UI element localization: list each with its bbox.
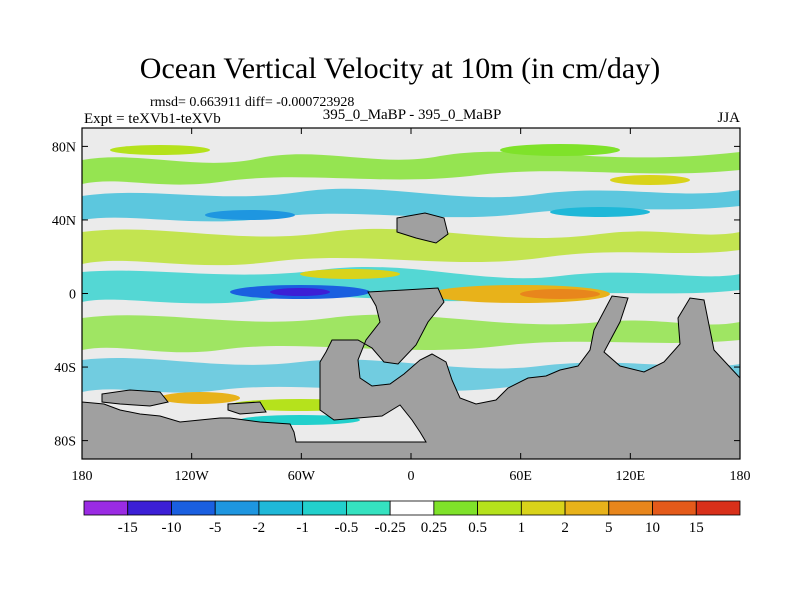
x-tick-label-6: 180	[730, 469, 751, 484]
land-south-west	[101, 389, 169, 407]
colorbar-label-7: 0.25	[421, 520, 447, 536]
colorbar-label-11: 5	[605, 520, 613, 536]
colorbar-swatch-12	[608, 500, 653, 516]
colorbar-label-12: 10	[645, 520, 660, 536]
colorbar-swatch-11	[564, 500, 610, 516]
colorbar-label-3: -2	[253, 520, 266, 536]
colorbar-label-13: 15	[689, 520, 704, 536]
colorbar-label-6: -0.25	[375, 520, 406, 536]
colorbar-label-2: -5	[209, 520, 222, 536]
colorbar-label-4: -1	[296, 520, 309, 536]
stats-line: rmsd= 0.663911 diff= -0.000723928	[150, 95, 355, 110]
colorbar-swatch-8	[433, 500, 479, 516]
colorbar-swatch-4	[258, 500, 304, 516]
x-tick-label-5: 120E	[616, 469, 646, 484]
colorbar-swatch-10	[520, 500, 566, 516]
x-tick-label-4: 60E	[509, 469, 532, 484]
colorbar: -15 -10 -5 -2 -1 -0.5 -0.25 0.25 0.5 1 2 5 10 15	[83, 500, 741, 536]
colorbar-label-10: 2	[561, 520, 569, 536]
colorbar-swatch-14	[695, 500, 741, 516]
colorbar-swatch-6	[345, 500, 391, 516]
x-tick-label-1: 120W	[175, 469, 210, 484]
colorbar-swatch-1	[127, 500, 172, 516]
expt-label: Expt = teXVb1-teXVb	[84, 111, 221, 127]
colorbar-swatch-3	[214, 500, 260, 516]
colorbar-swatch-7	[389, 500, 435, 516]
land-europe	[396, 212, 449, 244]
chart-title: Ocean Vertical Velocity at 10m (in cm/da…	[139, 52, 661, 85]
land-main	[82, 287, 740, 459]
colorbar-swatch-5	[302, 500, 347, 516]
colorbar-swatch-9	[477, 500, 522, 516]
velocity-field	[82, 128, 740, 459]
colorbar-label-0: -15	[118, 520, 138, 536]
colorbar-swatch-0	[83, 500, 129, 516]
center-label: 395_0_MaBP - 395_0_MaBP	[322, 107, 502, 123]
x-tick-label-3: 0	[408, 469, 415, 484]
y-tick-label-0: 80N	[52, 140, 76, 155]
x-tick-label-2: 60W	[288, 469, 316, 484]
x-tick-label-0: 180	[72, 469, 93, 484]
season-label: JJA	[717, 110, 740, 126]
y-tick-label-3: 40S	[54, 361, 76, 376]
colorbar-label-8: 0.5	[468, 520, 487, 536]
axes: 180 120W 60W 0 60E 120E 180 80N 40N 0 40S 80S	[52, 128, 751, 484]
colorbar-label-5: -0.5	[335, 520, 359, 536]
land-masses	[82, 212, 740, 459]
colorbar-label-9: 1	[518, 520, 526, 536]
colorbar-swatch-2	[171, 500, 216, 516]
y-tick-label-2: 0	[69, 288, 76, 303]
colorbar-label-1: -10	[161, 520, 181, 536]
land-south-mid	[227, 401, 267, 415]
y-tick-label-4: 80S	[54, 435, 76, 450]
colorbar-swatch-13	[652, 500, 697, 516]
y-tick-label-1: 40N	[52, 214, 76, 229]
